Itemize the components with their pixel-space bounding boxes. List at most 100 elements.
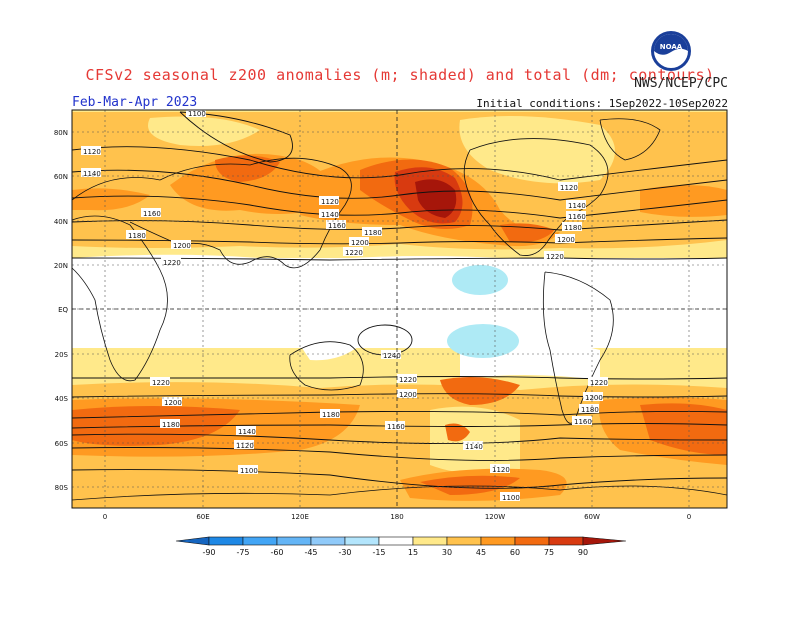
clabel-bg xyxy=(238,465,258,474)
shade-45-europe xyxy=(72,188,150,211)
contour-1220-s xyxy=(72,376,727,380)
clabel-bg xyxy=(490,464,510,473)
clabel-bg xyxy=(326,220,346,229)
clabel-bg xyxy=(81,168,101,177)
clabel-bg xyxy=(141,208,161,217)
contour-label-1120-p: 1120 xyxy=(321,198,339,206)
clabel-bg xyxy=(343,247,363,256)
contour-label-1160-s: 1160 xyxy=(387,423,405,431)
noaa-logo-icon: NOAA xyxy=(651,31,691,71)
lat-axis: 80N 60N 40N 20N EQ 20S 40S 60S 80S xyxy=(54,129,69,492)
contour-1100-n xyxy=(179,111,293,163)
contour-label-1180-s: 1180 xyxy=(162,421,180,429)
clabel-bg xyxy=(463,441,483,450)
contour-label-1140-n: 1140 xyxy=(83,170,101,178)
lat-tick: 40N xyxy=(54,218,68,226)
contour-label-1220-a: 1220 xyxy=(546,253,564,261)
neutral-tropics-edge-n xyxy=(72,254,727,275)
legend-tick: 15 xyxy=(408,548,418,557)
lat-tick: 60N xyxy=(54,173,68,181)
logo-text: NOAA xyxy=(660,43,683,51)
contour-1180-s xyxy=(72,410,727,419)
contour-label-1100-s2: 1100 xyxy=(502,494,520,502)
clabel-bg xyxy=(588,377,608,386)
contour-1140-s xyxy=(72,433,727,445)
clabel-bg xyxy=(362,227,382,236)
contour-label-1140-s2: 1140 xyxy=(465,443,483,451)
clabel-bg xyxy=(566,200,586,209)
shade-45-atlantic xyxy=(640,185,727,217)
clabel-bg xyxy=(583,392,603,401)
contour-label-1240: 1240 xyxy=(383,352,401,360)
legend-swatch xyxy=(548,536,584,546)
legend-tick: 30 xyxy=(442,548,452,557)
clabel-bg xyxy=(381,350,401,359)
lat-tick: EQ xyxy=(58,306,68,314)
contour-label-1180-s2: 1180 xyxy=(322,411,340,419)
initial-conditions: Initial conditions: 1Sep2022-10Sep2022 xyxy=(476,97,728,110)
clabel-bg xyxy=(171,240,191,249)
legend-tick: 90 xyxy=(578,548,588,557)
neg-anomaly-north xyxy=(452,265,508,295)
contour-label-1220-p: 1220 xyxy=(345,249,363,257)
contour-1220-n xyxy=(72,257,727,261)
contour-labels: 1100 1120 1140 1160 1180 1200 1220 1120 … xyxy=(81,108,608,502)
contour-label-1180-p: 1180 xyxy=(364,229,382,237)
forecast-period: Feb-Mar-Apr 2023 xyxy=(72,95,198,110)
lat-tick: 20S xyxy=(55,351,69,359)
shade-45-south-pacific-small xyxy=(445,423,470,442)
clabel-bg xyxy=(558,182,578,191)
contour-label-1120-a: 1120 xyxy=(560,184,578,192)
legend-swatch xyxy=(242,536,278,546)
contour-label-1200-p: 1200 xyxy=(351,239,369,247)
lat-tick: 60S xyxy=(55,440,69,448)
lon-tick: 0 xyxy=(687,513,691,521)
legend-tick: -30 xyxy=(338,548,351,557)
contour-1160-n xyxy=(72,195,727,219)
lon-tick: 60E xyxy=(196,513,209,521)
clabel-bg xyxy=(150,377,170,386)
contour-label-1140-p: 1140 xyxy=(321,211,339,219)
chart-title: CFSv2 seasonal z200 anomalies (m; shaded… xyxy=(85,66,715,84)
contour-label-1200-s2: 1200 xyxy=(399,391,417,399)
coast-eurasia xyxy=(72,157,352,269)
clabel-bg xyxy=(319,209,339,218)
lat-tick: 80N xyxy=(54,129,68,137)
clabel-bg xyxy=(319,196,339,205)
shade-15-arctic-w xyxy=(148,116,260,146)
lat-tick: 80S xyxy=(55,484,69,492)
lat-tick: 20N xyxy=(54,262,68,270)
legend-tick: -15 xyxy=(372,548,385,557)
legend-tick: 45 xyxy=(476,548,486,557)
legend-arrow-left xyxy=(175,536,210,546)
lon-tick: 60W xyxy=(584,513,600,521)
legend-swatch xyxy=(446,536,482,546)
contour-1140-n xyxy=(72,169,727,201)
agency-label: NWS/NCEP/CPC xyxy=(634,76,728,91)
color-legend xyxy=(175,536,627,546)
clabel-bg xyxy=(397,389,417,398)
contour-label-1100-s: 1100 xyxy=(240,467,258,475)
clabel-bg xyxy=(234,440,254,449)
legend-swatch xyxy=(412,536,448,546)
legend-labels: -90 -75 -60 -45 -30 -15 15 30 45 60 75 9… xyxy=(202,548,588,557)
contour-label-1200-n: 1200 xyxy=(173,242,191,250)
legend-swatch xyxy=(208,536,244,546)
lat-tick: 40S xyxy=(55,395,69,403)
clabel-bg xyxy=(566,211,586,220)
legend-tick: 60 xyxy=(510,548,520,557)
clabel-bg xyxy=(397,374,417,383)
contour-label-1140-a: 1140 xyxy=(568,202,586,210)
legend-swatch xyxy=(276,536,312,546)
clabel-bg xyxy=(385,421,405,430)
contour-label-1160-s3: 1160 xyxy=(574,418,592,426)
lon-tick: 120W xyxy=(485,513,505,521)
contour-1200-s xyxy=(72,393,727,398)
neg-anomaly-south xyxy=(447,324,519,358)
contour-1100-s xyxy=(72,469,727,489)
contour-label-1120-n: 1120 xyxy=(83,148,101,156)
map-frame xyxy=(71,109,728,509)
contour-label-1100-n: 1100 xyxy=(188,110,206,118)
shade-15-south-pacific xyxy=(430,406,520,474)
